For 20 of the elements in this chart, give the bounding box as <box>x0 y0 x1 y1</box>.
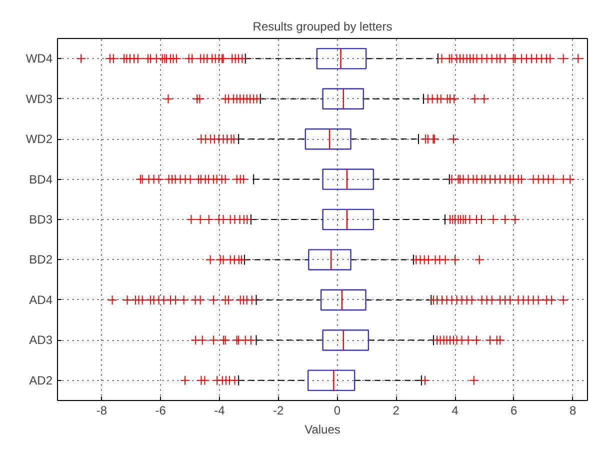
x-tick-label: -8 <box>96 404 108 418</box>
y-tick-label: AD2 <box>29 373 53 388</box>
x-tick-label: 0 <box>334 404 341 418</box>
y-tick-label: BD4 <box>29 172 53 186</box>
x-tick-label: -2 <box>273 404 284 418</box>
y-tick-label: WD4 <box>26 52 53 66</box>
x-tick-label: 4 <box>452 404 459 418</box>
y-tick-label: WD3 <box>26 92 53 106</box>
chart-title: Results grouped by letters <box>252 20 392 34</box>
x-tick-label: -4 <box>214 404 226 418</box>
x-axis-title: Values <box>304 422 340 436</box>
y-tick-label: AD3 <box>29 333 53 348</box>
y-tick-label: BD2 <box>29 252 53 267</box>
y-tick-label: AD4 <box>29 292 53 307</box>
y-tick-label: BD3 <box>29 212 53 226</box>
x-tick-label: 2 <box>392 404 400 418</box>
y-tick-label: WD2 <box>26 132 53 146</box>
x-tick-label: -6 <box>155 404 166 418</box>
x-tick-label: 8 <box>569 404 576 418</box>
x-tick-label: 6 <box>510 404 518 418</box>
